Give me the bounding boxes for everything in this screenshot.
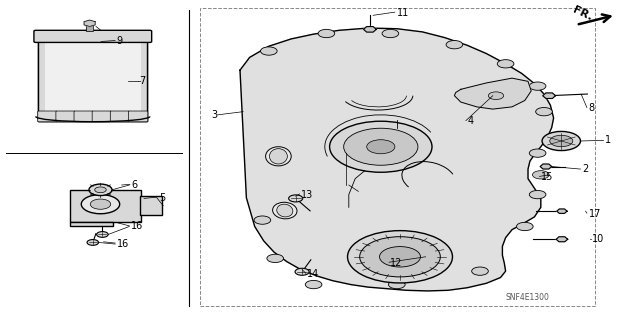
Text: 5: 5 (159, 193, 165, 203)
Ellipse shape (273, 202, 297, 219)
Circle shape (260, 47, 277, 55)
Circle shape (254, 216, 271, 224)
Text: 4: 4 (467, 116, 474, 126)
Circle shape (488, 92, 504, 100)
FancyBboxPatch shape (38, 41, 147, 121)
Polygon shape (556, 237, 568, 242)
Text: 10: 10 (592, 234, 604, 244)
Circle shape (388, 280, 405, 289)
Text: FR.: FR. (571, 5, 594, 23)
Circle shape (89, 184, 112, 196)
FancyBboxPatch shape (56, 111, 76, 122)
Circle shape (532, 171, 549, 179)
Circle shape (529, 190, 546, 199)
FancyBboxPatch shape (86, 23, 93, 31)
Ellipse shape (266, 147, 291, 166)
Circle shape (267, 254, 284, 263)
Polygon shape (540, 164, 552, 169)
Circle shape (367, 140, 395, 154)
FancyBboxPatch shape (92, 111, 111, 122)
Text: 6: 6 (131, 180, 138, 190)
Text: 1: 1 (605, 135, 611, 145)
FancyBboxPatch shape (129, 111, 148, 122)
Circle shape (446, 41, 463, 49)
Polygon shape (557, 209, 567, 213)
Circle shape (529, 82, 546, 90)
Circle shape (318, 29, 335, 38)
Polygon shape (84, 20, 95, 26)
FancyBboxPatch shape (70, 190, 141, 222)
Ellipse shape (269, 149, 287, 164)
Polygon shape (364, 26, 376, 32)
Circle shape (295, 268, 309, 275)
Text: 14: 14 (307, 269, 319, 279)
Circle shape (344, 128, 418, 165)
Text: 16: 16 (116, 239, 129, 249)
Circle shape (95, 187, 106, 193)
Circle shape (497, 60, 514, 68)
Circle shape (360, 237, 440, 277)
FancyBboxPatch shape (74, 111, 93, 122)
FancyBboxPatch shape (110, 111, 130, 122)
Circle shape (97, 232, 108, 237)
Circle shape (87, 240, 99, 245)
Text: 17: 17 (589, 209, 601, 219)
FancyBboxPatch shape (70, 222, 113, 226)
FancyBboxPatch shape (38, 41, 45, 121)
Circle shape (305, 280, 322, 289)
Circle shape (330, 121, 432, 172)
FancyBboxPatch shape (140, 196, 162, 215)
FancyBboxPatch shape (38, 111, 57, 122)
Circle shape (380, 247, 420, 267)
Circle shape (472, 267, 488, 275)
Circle shape (516, 222, 533, 231)
Text: 8: 8 (589, 103, 595, 114)
Text: 16: 16 (131, 221, 143, 232)
Circle shape (81, 195, 120, 214)
Circle shape (542, 131, 580, 151)
Text: 11: 11 (397, 8, 409, 18)
Polygon shape (240, 28, 554, 291)
Text: 7: 7 (140, 76, 146, 86)
FancyBboxPatch shape (34, 30, 152, 42)
Text: 12: 12 (390, 258, 403, 268)
Circle shape (529, 149, 546, 157)
Circle shape (289, 195, 303, 202)
Polygon shape (543, 93, 556, 99)
Text: 2: 2 (582, 164, 589, 174)
Text: 13: 13 (301, 189, 313, 200)
Ellipse shape (276, 204, 293, 217)
Circle shape (536, 108, 552, 116)
Circle shape (90, 199, 111, 209)
FancyBboxPatch shape (141, 41, 147, 121)
Text: SNF4E1300: SNF4E1300 (506, 293, 550, 302)
Circle shape (550, 135, 573, 147)
Text: 3: 3 (211, 110, 218, 120)
Polygon shape (454, 78, 531, 109)
Text: 9: 9 (116, 36, 123, 47)
Circle shape (382, 29, 399, 38)
Text: 15: 15 (541, 172, 553, 182)
Circle shape (348, 231, 452, 283)
